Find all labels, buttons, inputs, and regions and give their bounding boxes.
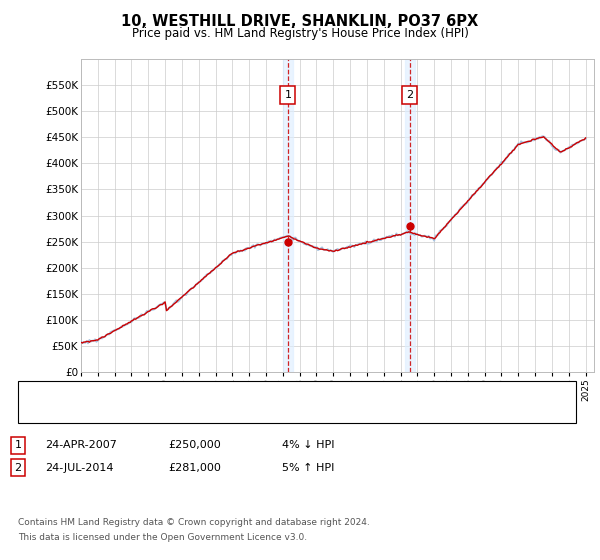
Text: 10, WESTHILL DRIVE, SHANKLIN, PO37 6PX: 10, WESTHILL DRIVE, SHANKLIN, PO37 6PX xyxy=(121,14,479,29)
Text: 24-APR-2007: 24-APR-2007 xyxy=(45,440,117,450)
Text: £250,000: £250,000 xyxy=(168,440,221,450)
Text: 1: 1 xyxy=(284,90,292,100)
Text: 1: 1 xyxy=(14,440,22,450)
Text: 2: 2 xyxy=(406,90,413,100)
Text: HPI: Average price, detached house, Isle of Wight: HPI: Average price, detached house, Isle… xyxy=(63,406,321,416)
Text: 10, WESTHILL DRIVE, SHANKLIN, PO37 6PX (detached house): 10, WESTHILL DRIVE, SHANKLIN, PO37 6PX (… xyxy=(63,388,381,398)
Bar xyxy=(405,59,415,372)
Text: 2: 2 xyxy=(14,463,22,473)
Text: This data is licensed under the Open Government Licence v3.0.: This data is licensed under the Open Gov… xyxy=(18,533,307,542)
Text: 5% ↑ HPI: 5% ↑ HPI xyxy=(282,463,334,473)
Text: ────: ──── xyxy=(27,404,56,418)
Text: Contains HM Land Registry data © Crown copyright and database right 2024.: Contains HM Land Registry data © Crown c… xyxy=(18,518,370,527)
Text: Price paid vs. HM Land Registry's House Price Index (HPI): Price paid vs. HM Land Registry's House … xyxy=(131,27,469,40)
Text: ────: ──── xyxy=(27,386,56,399)
Text: 24-JUL-2014: 24-JUL-2014 xyxy=(45,463,113,473)
Text: 4% ↓ HPI: 4% ↓ HPI xyxy=(282,440,335,450)
Text: £281,000: £281,000 xyxy=(168,463,221,473)
Bar xyxy=(283,59,293,372)
